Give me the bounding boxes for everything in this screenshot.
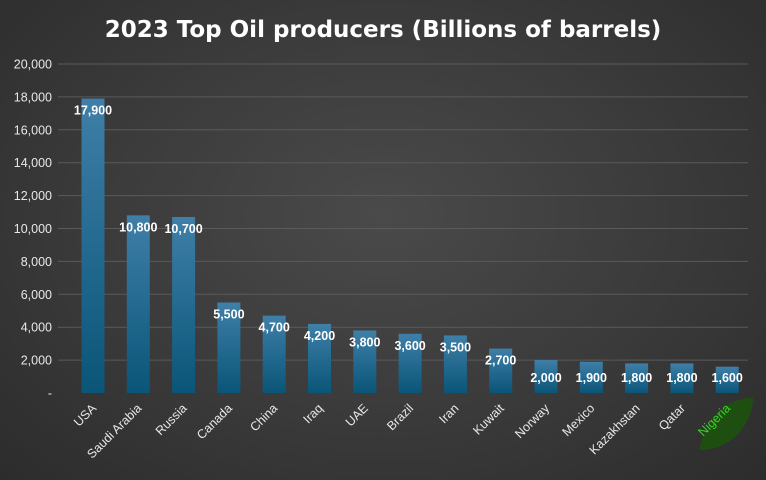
x-tick-label: China bbox=[247, 401, 280, 434]
bar-canada bbox=[217, 302, 241, 393]
y-tick-label: 8,000 bbox=[21, 255, 52, 269]
data-label: 3,600 bbox=[394, 339, 425, 353]
y-tick-label: 6,000 bbox=[21, 288, 52, 302]
x-tick-label: Norway bbox=[512, 401, 552, 441]
data-label: 2,700 bbox=[485, 354, 516, 368]
bar-kazakhstan bbox=[625, 363, 649, 393]
data-labels: 17,900 10,800 10,700 5,500 4,700 4,200 3,800 3,… bbox=[74, 104, 743, 385]
bar-brazil bbox=[398, 333, 422, 393]
data-label: 2,000 bbox=[530, 371, 561, 385]
bar-china bbox=[262, 315, 286, 393]
gridlines bbox=[58, 63, 748, 361]
x-tick-label: USA bbox=[71, 401, 100, 430]
y-tick-label: - bbox=[48, 387, 52, 401]
data-label: 5,500 bbox=[213, 308, 244, 322]
y-tick-label: 18,000 bbox=[14, 90, 52, 104]
x-tick-label: UAE bbox=[343, 401, 371, 429]
data-label: 1,900 bbox=[576, 371, 607, 385]
chart-title: 2023 Top Oil producers (Billions of barr… bbox=[105, 17, 662, 43]
bars bbox=[81, 98, 739, 394]
data-label: 1,800 bbox=[621, 371, 652, 385]
bar-iran bbox=[443, 335, 467, 393]
data-label: 1,800 bbox=[666, 371, 697, 385]
bar-iraq bbox=[308, 323, 331, 393]
data-label: 4,700 bbox=[259, 321, 290, 335]
x-tick-label: Iran bbox=[436, 401, 461, 426]
y-tick-label: 14,000 bbox=[14, 156, 52, 170]
x-tick-label: Qatar bbox=[656, 401, 688, 433]
data-label: 10,800 bbox=[119, 220, 157, 234]
x-tick-label: Iraq bbox=[300, 401, 325, 426]
x-tick-label: Brazil bbox=[384, 401, 416, 433]
bar-mexico bbox=[579, 361, 603, 393]
data-label: 10,700 bbox=[164, 222, 202, 236]
bar-saudi-arabia bbox=[126, 215, 150, 393]
data-label: 17,900 bbox=[74, 104, 112, 118]
data-label: 3,800 bbox=[349, 335, 380, 349]
leaf-icon bbox=[699, 397, 754, 450]
bar-qatar bbox=[670, 363, 694, 393]
y-axis: - 2,000 4,000 6,000 8,000 10,000 12,000 14,000 1… bbox=[14, 58, 52, 401]
bar-uae bbox=[353, 330, 377, 393]
bar-kuwait bbox=[489, 348, 513, 393]
x-tick-label: Kuwait bbox=[470, 401, 507, 438]
bar-russia bbox=[172, 216, 196, 393]
bar-usa bbox=[81, 98, 105, 394]
bar-nigeria bbox=[715, 366, 739, 393]
x-tick-label: Russia bbox=[153, 401, 190, 438]
y-tick-label: 16,000 bbox=[14, 123, 52, 137]
y-tick-label: 10,000 bbox=[14, 222, 52, 236]
y-tick-label: 20,000 bbox=[14, 58, 52, 72]
x-tick-label: Canada bbox=[194, 401, 235, 442]
y-tick-label: 2,000 bbox=[21, 354, 52, 368]
x-tick-label: Mexico bbox=[560, 401, 598, 439]
bar-norway bbox=[534, 360, 558, 393]
y-tick-label: 4,000 bbox=[21, 321, 52, 335]
data-label: 3,500 bbox=[440, 340, 471, 354]
data-label: 4,200 bbox=[304, 329, 335, 343]
y-tick-label: 12,000 bbox=[14, 189, 52, 203]
data-label: 1,600 bbox=[712, 371, 743, 385]
